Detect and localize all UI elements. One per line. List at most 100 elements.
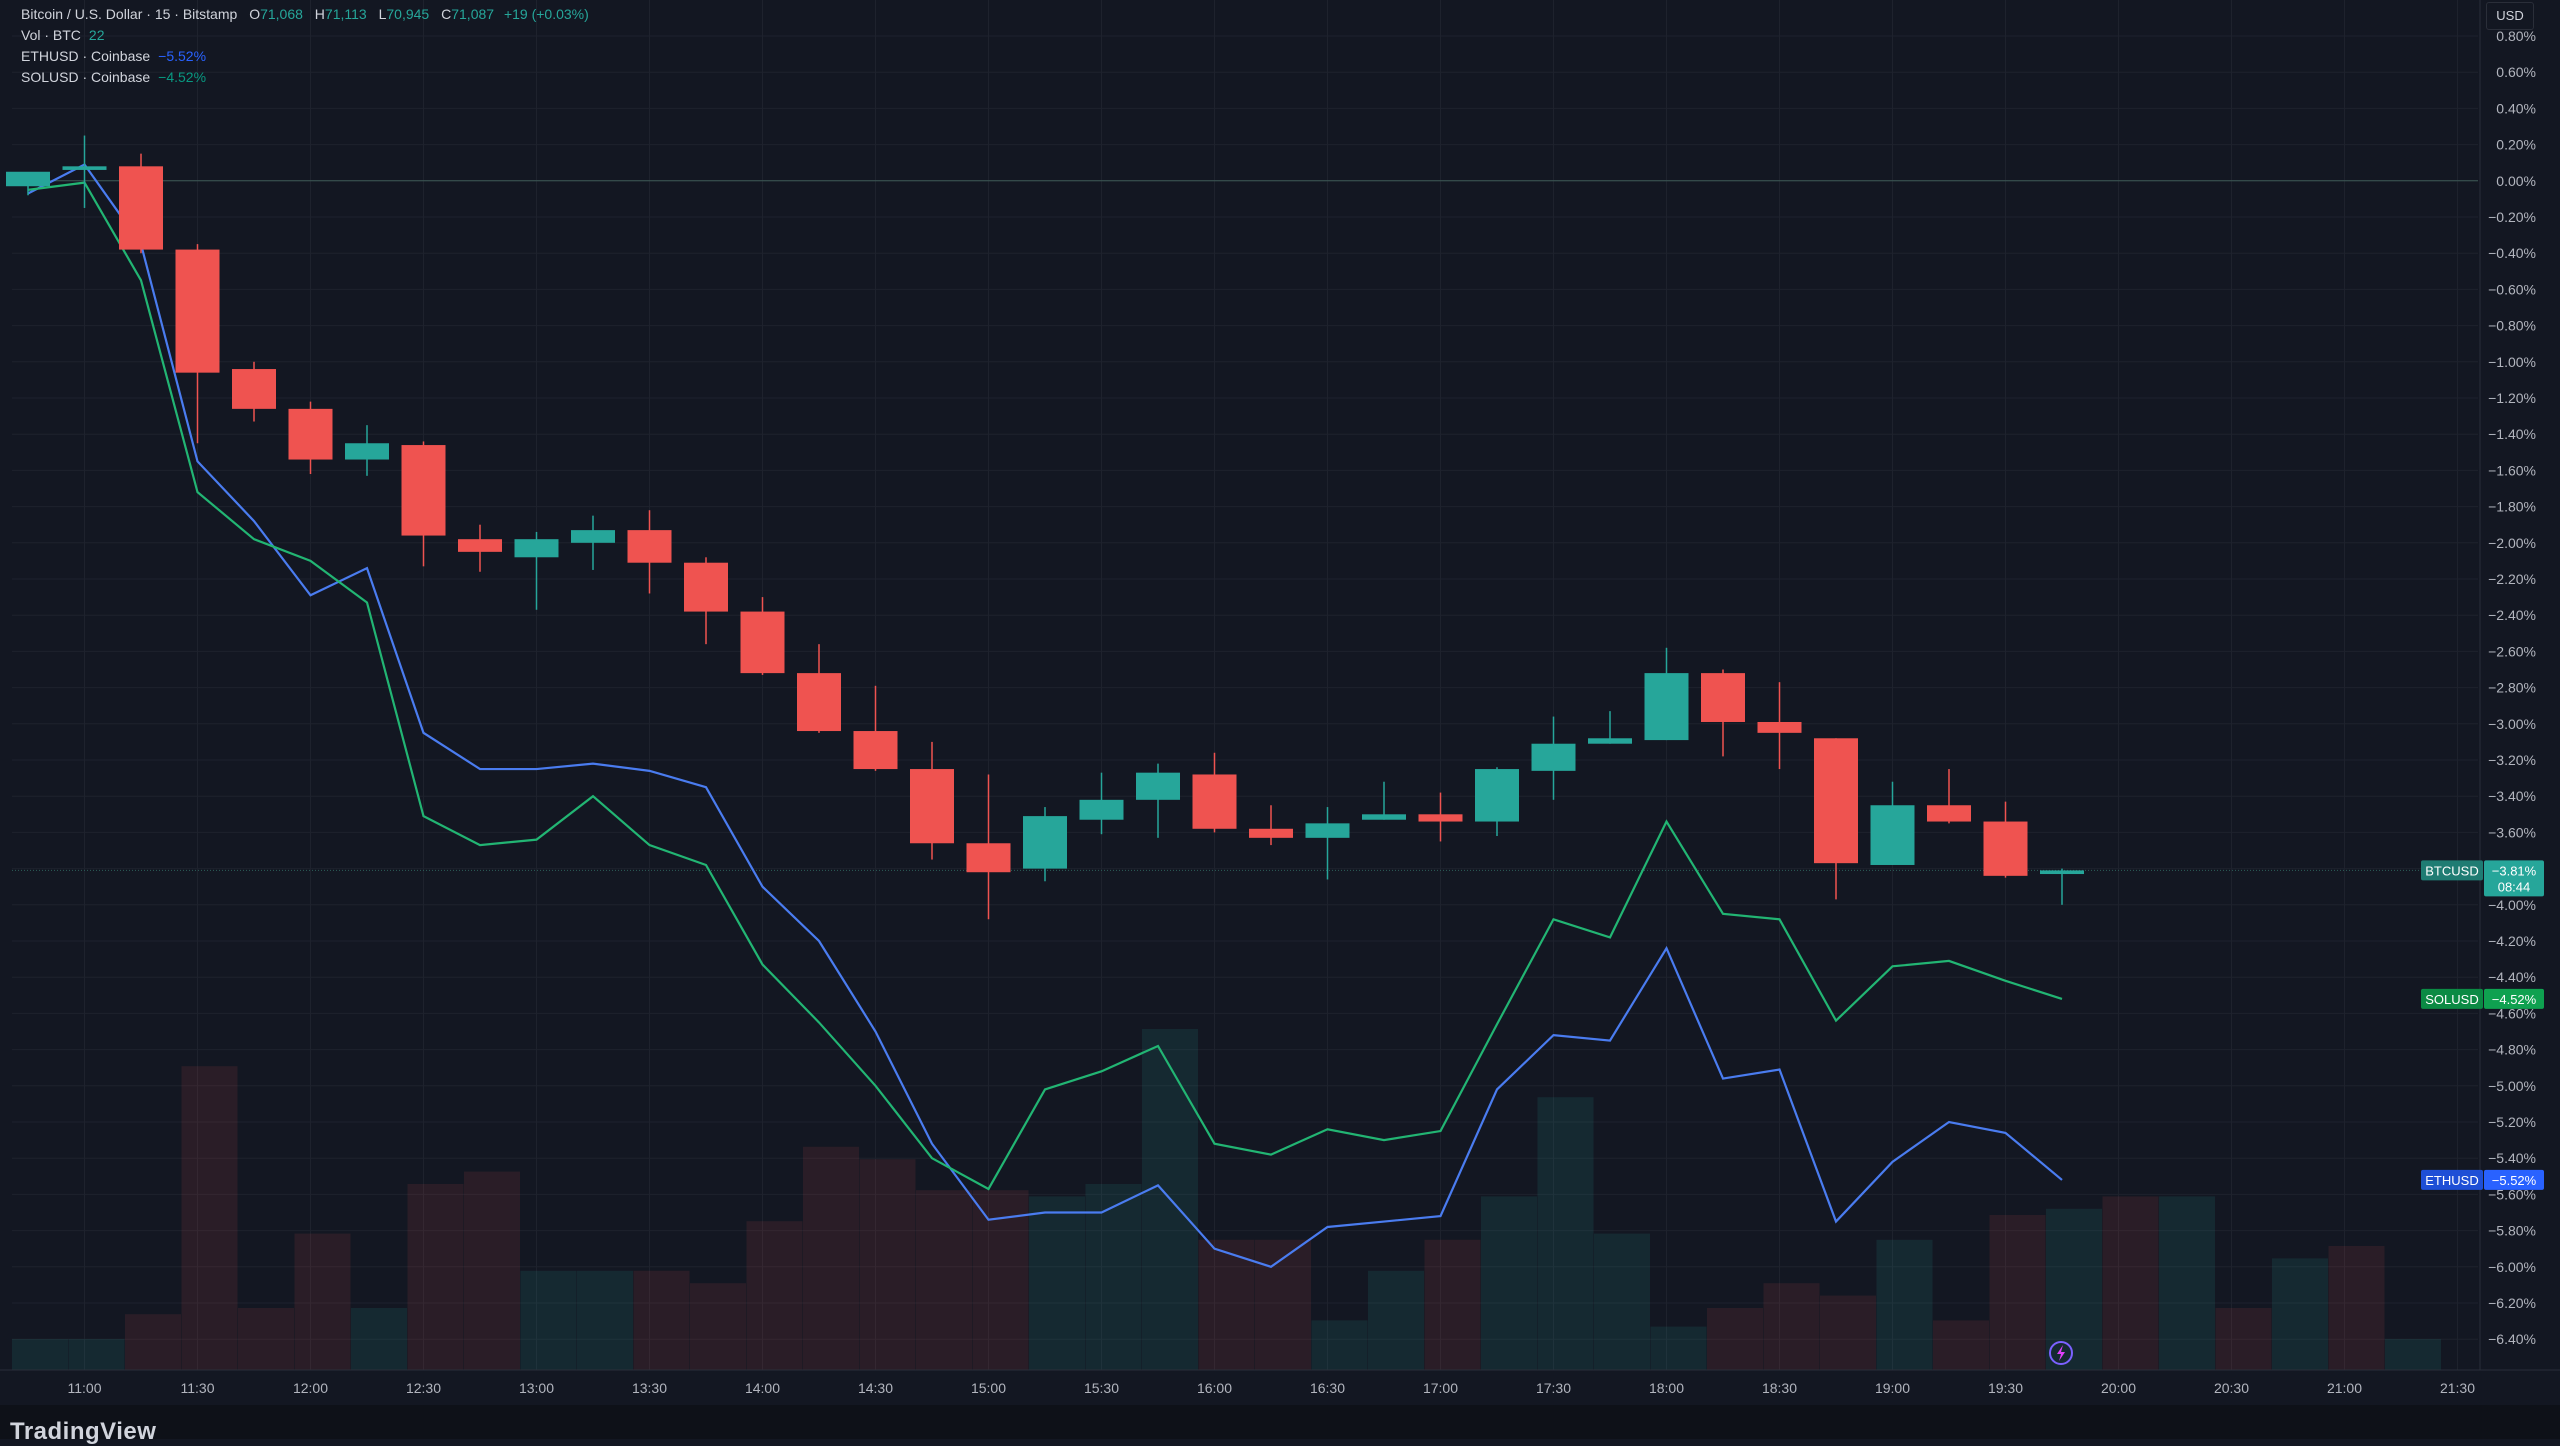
volume-bar (2272, 1258, 2328, 1370)
y-tick-label: −3.40% (2488, 788, 2536, 804)
candle[interactable] (1023, 807, 1067, 882)
y-tick-label: −4.40% (2488, 969, 2536, 985)
ethusd-line (27, 163, 2063, 1269)
volume-bar (1707, 1308, 1763, 1370)
legend-volume[interactable]: Vol · BTC 22 (21, 25, 589, 46)
candle[interactable] (1757, 682, 1802, 770)
candle[interactable] (910, 741, 954, 860)
y-tick-label: −5.20% (2488, 1114, 2536, 1130)
lightning-icon[interactable] (2044, 1336, 2078, 1370)
candle[interactable] (740, 597, 785, 675)
volume-bar (407, 1184, 464, 1370)
candle[interactable] (6, 171, 50, 196)
candle[interactable] (1475, 767, 1519, 837)
x-tick-label: 20:30 (2214, 1380, 2249, 1396)
candle-body (571, 530, 615, 543)
x-tick-label: 16:30 (1310, 1380, 1345, 1396)
candle[interactable] (232, 361, 276, 422)
candle[interactable] (1588, 711, 1632, 744)
candle[interactable] (345, 425, 389, 476)
solusd-price-tag: SOLUSD −4.52% (2421, 988, 2544, 1009)
price-axis[interactable]: 0.80% 0.60% 0.40% 0.20% 0.00% −0.20% −0.40% −0.… (2488, 28, 2536, 1347)
candle-body (175, 249, 220, 373)
tradingview-logo[interactable]: TradingView (10, 1418, 157, 1445)
candle[interactable] (571, 515, 615, 570)
x-tick-label: 17:30 (1536, 1380, 1571, 1396)
candle[interactable] (684, 557, 728, 645)
x-tick-label: 19:30 (1988, 1380, 2023, 1396)
candle[interactable] (458, 524, 502, 572)
candle-body (288, 408, 333, 460)
candle[interactable] (1249, 805, 1293, 846)
candle[interactable] (1531, 716, 1576, 800)
volume-bar (1311, 1320, 1368, 1370)
candle[interactable] (853, 685, 898, 771)
legend-eth[interactable]: ETHUSD · Coinbase −5.52% (21, 46, 589, 67)
candle[interactable] (1644, 647, 1689, 741)
tag-name: BTCUSD (2425, 863, 2478, 878)
candle[interactable] (1305, 807, 1350, 880)
legend-main-series[interactable]: Bitcoin / U.S. Dollar · 15 · Bitstamp O7… (21, 4, 589, 25)
tag-value-bg (2484, 988, 2544, 1009)
candle-body (1136, 772, 1180, 800)
volume-bar (859, 1159, 916, 1370)
time-axis[interactable]: 11:00 11:30 12:00 12:30 13:00 13:30 14:00 14:30… (68, 1380, 2476, 1396)
tag-value-bg (2484, 860, 2544, 897)
tag-value: −5.52% (2492, 1173, 2537, 1188)
volume-bar (1198, 1239, 1255, 1370)
candle[interactable] (1983, 801, 2028, 878)
candle-body (401, 445, 446, 536)
ohlc-close: C71,087 (441, 6, 495, 22)
symbol-title[interactable]: Bitcoin / U.S. Dollar · 15 · Bitstamp (21, 6, 238, 22)
candle-body (910, 769, 954, 844)
volume-bars (12, 1029, 2441, 1370)
candle-body (345, 443, 389, 460)
candles[interactable] (6, 135, 2084, 920)
candle[interactable] (514, 531, 559, 610)
candle[interactable] (627, 510, 672, 594)
volume-bar (1594, 1233, 1650, 1370)
candle[interactable] (401, 441, 446, 567)
candle[interactable] (1362, 781, 1406, 820)
candle-body (740, 611, 785, 674)
candle-body (458, 539, 502, 552)
candle[interactable] (1870, 781, 1915, 865)
ohlc-high: H71,113 (314, 6, 367, 22)
candle[interactable] (1136, 763, 1180, 838)
y-tick-label: 0.00% (2496, 173, 2536, 189)
x-tick-label: 15:00 (971, 1380, 1006, 1396)
candle[interactable] (1927, 769, 1971, 824)
volume-bar (2102, 1196, 2159, 1370)
candle[interactable] (1418, 792, 1463, 842)
y-tick-label: −1.60% (2488, 462, 2536, 478)
candle[interactable] (119, 153, 163, 254)
candle-body (1418, 814, 1463, 822)
candle[interactable] (2040, 868, 2084, 905)
candle[interactable] (62, 135, 107, 208)
volume-bar (2328, 1246, 2385, 1370)
volume-bar (972, 1190, 1029, 1370)
y-tick-label: −5.00% (2488, 1078, 2536, 1094)
candle[interactable] (1701, 669, 1745, 757)
volume-bar (1537, 1097, 1594, 1370)
x-tick-label: 16:00 (1197, 1380, 1232, 1396)
candle-body (797, 673, 841, 732)
candle[interactable] (1814, 738, 1858, 900)
candle-body (232, 369, 276, 409)
candle-body (627, 530, 672, 563)
candle[interactable] (966, 774, 1011, 920)
candle-body (1588, 738, 1632, 744)
legend-sol[interactable]: SOLUSD · Coinbase −4.52% (21, 67, 589, 88)
currency-button[interactable]: USD (2486, 2, 2534, 30)
candle[interactable] (797, 644, 841, 733)
candle[interactable] (175, 244, 220, 444)
candle[interactable] (1192, 752, 1237, 833)
y-tick-label: −6.40% (2488, 1331, 2536, 1347)
candle-body (1927, 805, 1971, 822)
candle[interactable] (1079, 772, 1124, 835)
y-tick-label: −2.00% (2488, 535, 2536, 551)
candle[interactable] (288, 401, 333, 475)
